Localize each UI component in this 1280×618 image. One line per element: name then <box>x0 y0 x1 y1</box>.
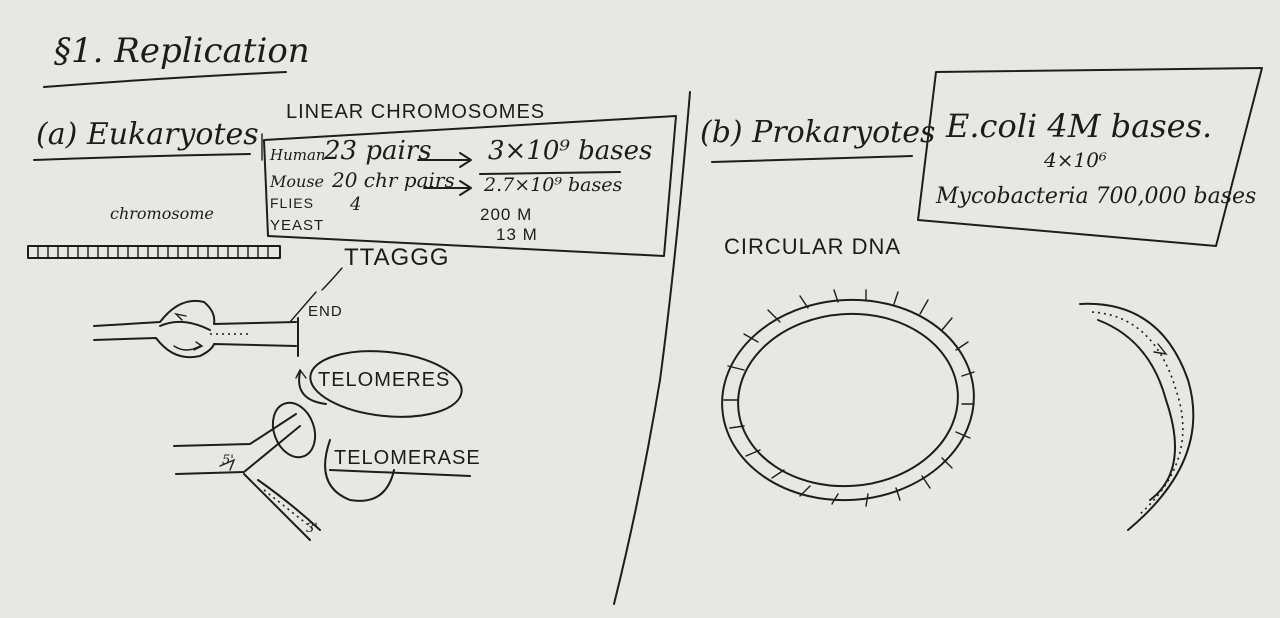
eukaryotes-heading: (a) Eukaryotes <box>36 117 259 152</box>
telomerase-fork <box>173 401 321 541</box>
linear-chromosomes-title: LINEAR CHROMOSOMES <box>286 101 546 123</box>
row-organism-mouse: Mouse <box>270 172 324 191</box>
row-bases-mouse: 2.7×10⁹ bases <box>484 174 623 196</box>
telomerase-arrow <box>324 439 395 502</box>
mycobacteria-label: Mycobacteria 700,000 bases <box>936 184 1257 209</box>
eukaryotes-underline <box>33 153 251 161</box>
row-organism-yeast: YEAST <box>270 217 325 234</box>
replication-bubble <box>93 291 317 359</box>
prokaryotes-underline <box>711 155 913 163</box>
bacteria-box <box>917 67 1263 247</box>
bases-underline <box>479 171 621 175</box>
linear-chromosomes-box <box>263 115 677 257</box>
chromosome-label: chromosome <box>110 204 214 223</box>
partial-strand <box>1079 302 1195 531</box>
row-count-human: 23 pairs <box>324 136 432 166</box>
ecoli-scientific: 4×10⁶ <box>1044 148 1107 172</box>
telomeres-arrow <box>298 371 327 405</box>
circular-dna <box>721 289 975 507</box>
telomeres-label: TELOMERES <box>318 369 451 391</box>
section-divider <box>613 91 691 605</box>
row-count-flies: 4 <box>350 194 362 215</box>
telomerase-label: TELOMERASE <box>334 447 481 469</box>
telomerase-underline <box>329 469 471 477</box>
ecoli-label: E.coli 4M bases. <box>946 107 1213 145</box>
telomeres-circle <box>309 350 463 418</box>
section-title: §1. Replication <box>54 31 310 71</box>
row-bases-human: 3×10⁹ bases <box>488 136 653 166</box>
circular-dna-label: CIRCULAR DNA <box>724 234 902 259</box>
sequence-pointer <box>321 267 343 291</box>
end-label: END <box>308 303 343 320</box>
row-organism-human: Human <box>270 146 326 164</box>
chromosome-ladder <box>27 245 281 259</box>
row-bases-flies: 200 M <box>480 205 533 224</box>
row-bases-yeast: 13 M <box>496 225 538 244</box>
arrow-human <box>417 152 472 168</box>
prokaryotes-heading: (b) Prokaryotes <box>700 115 936 150</box>
three-prime-label: 3' <box>306 521 318 536</box>
row-count-mouse: 20 chr pairs <box>332 168 455 192</box>
five-prime-label: 5' <box>222 453 234 468</box>
row-organism-flies: FLIES <box>270 195 314 211</box>
repeat-sequence: TTAGGG <box>344 244 450 271</box>
arrow-mouse <box>423 180 472 196</box>
title-underline <box>43 71 287 88</box>
